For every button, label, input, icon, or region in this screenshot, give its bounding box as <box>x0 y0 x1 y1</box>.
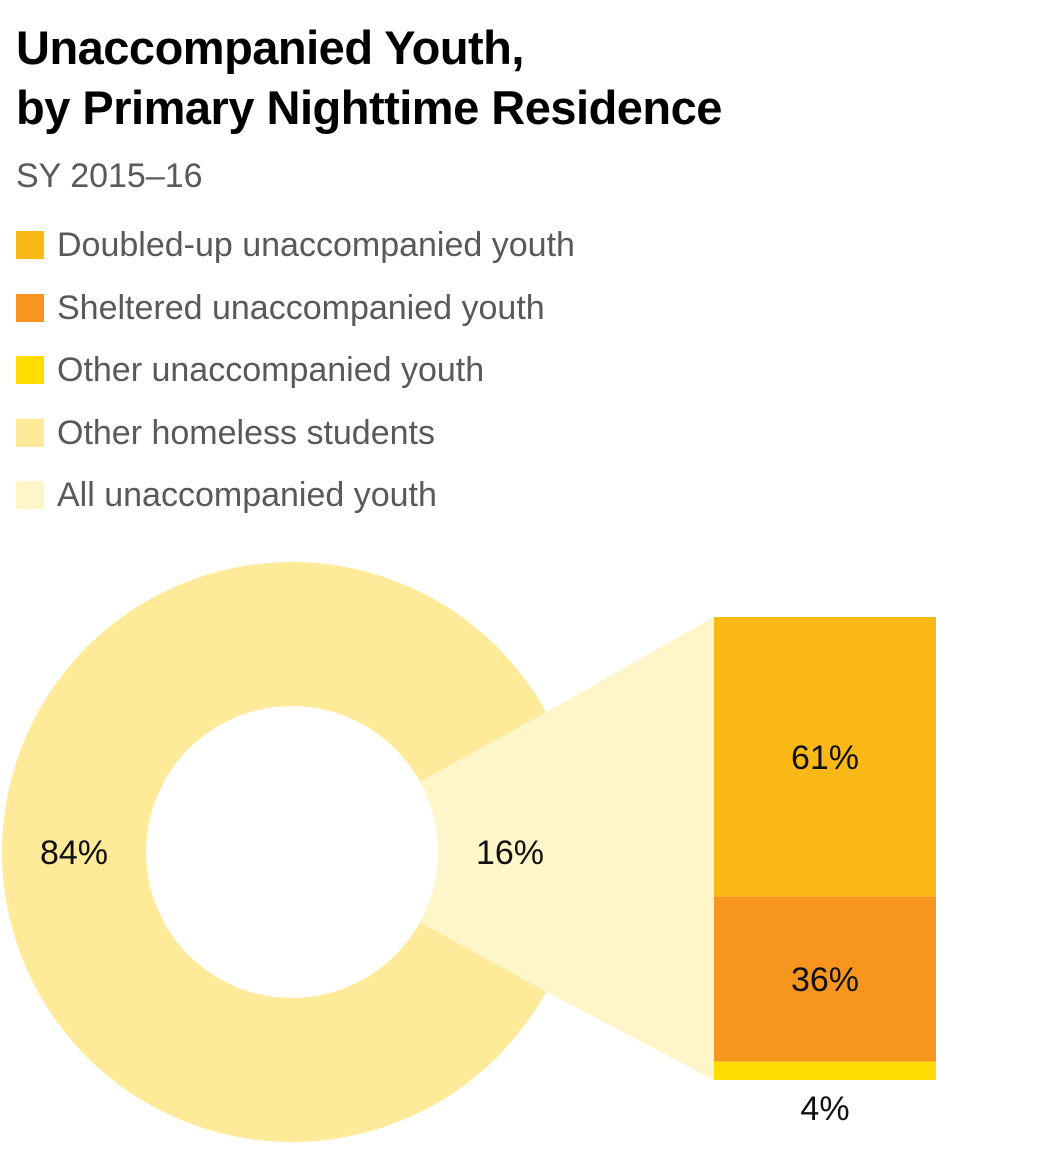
legend-label-all-unaccompanied: All unaccompanied youth <box>57 476 437 515</box>
chart-title-line-1: Unaccompanied Youth, <box>16 21 524 74</box>
legend-item-other-homeless: Other homeless students <box>16 402 575 465</box>
legend-swatch-other-unaccompanied <box>16 356 44 385</box>
donut-label-all-unaccompanied-youth: 16% <box>476 834 544 872</box>
chart-title: Unaccompanied Youth, by Primary Nighttim… <box>16 18 1026 138</box>
donut-label-other-homeless-students: 84% <box>40 834 108 872</box>
bar-segment-other-unaccompanied-youth <box>714 1061 936 1080</box>
legend-label-other-homeless: Other homeless students <box>57 413 435 452</box>
legend-swatch-doubled-up <box>16 231 44 260</box>
legend-label-doubled-up: Doubled-up unaccompanied youth <box>57 226 575 265</box>
legend-item-other-unaccompanied: Other unaccompanied youth <box>16 339 575 402</box>
breakout-connector <box>546 617 714 1080</box>
legend-item-all-unaccompanied: All unaccompanied youth <box>16 464 575 527</box>
donut-slice-all-unaccompanied-youth <box>419 712 583 992</box>
legend-swatch-all-unaccompanied <box>16 481 44 510</box>
legend-item-doubled-up: Doubled-up unaccompanied youth <box>16 214 575 277</box>
bar-label-sheltered-unaccompanied-youth: 36% <box>791 961 859 999</box>
bar-segment-doubled-up-unaccompanied-youth <box>714 617 936 897</box>
legend-label-sheltered: Sheltered unaccompanied youth <box>57 288 545 327</box>
chart-subtitle: SY 2015–16 <box>16 157 203 195</box>
legend: Doubled-up unaccompanied youth Sheltered… <box>16 214 575 527</box>
legend-swatch-other-homeless <box>16 418 44 447</box>
legend-swatch-sheltered <box>16 293 44 322</box>
bar-label-doubled-up-unaccompanied-youth: 61% <box>791 739 859 777</box>
stacked-bar-chart: 61% 36% 4% <box>714 617 936 1128</box>
chart-title-line-2: by Primary Nighttime Residence <box>16 81 722 134</box>
donut-chart: 84% 16% <box>2 562 583 1142</box>
bar-label-other-unaccompanied-youth: 4% <box>800 1090 849 1128</box>
donut-slice-other-homeless-students <box>2 562 547 1142</box>
bar-segment-sheltered-unaccompanied-youth <box>714 896 936 1062</box>
legend-item-sheltered: Sheltered unaccompanied youth <box>16 277 575 340</box>
legend-label-other-unaccompanied: Other unaccompanied youth <box>57 351 485 390</box>
